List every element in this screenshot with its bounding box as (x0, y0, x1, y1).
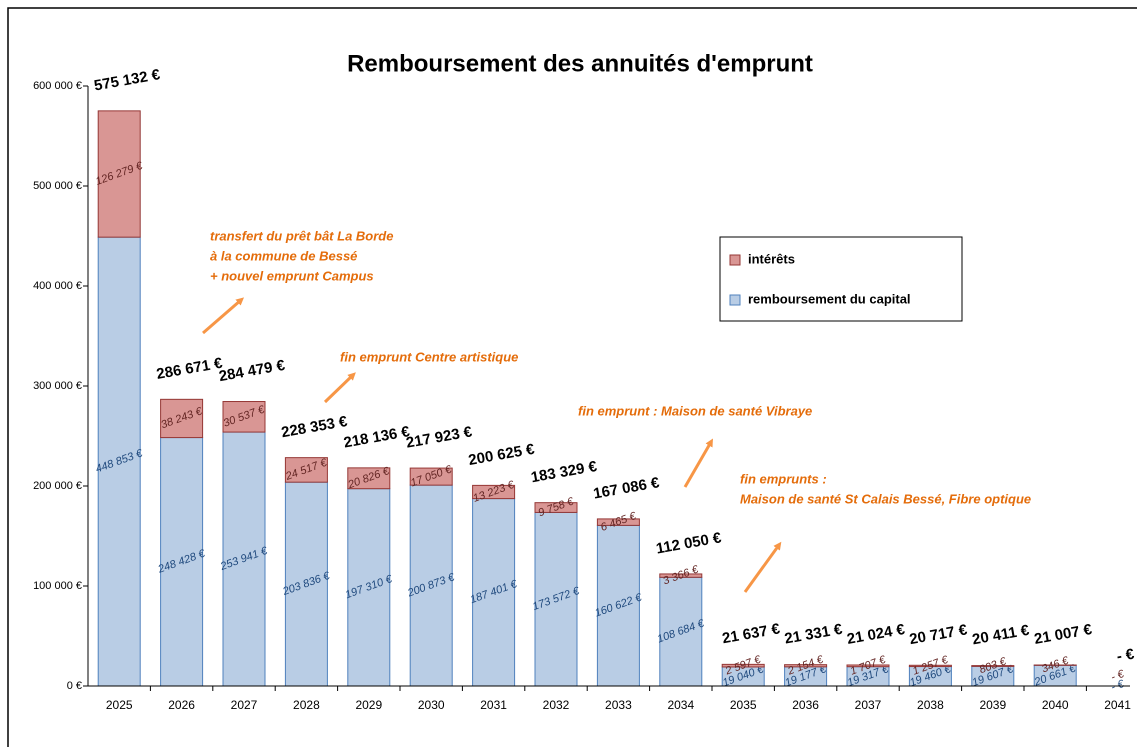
annotation: Maison de santé St Calais Bessé, Fibre o… (740, 491, 1031, 506)
legend-label: remboursement du capital (748, 291, 911, 306)
total-label: - € (1115, 645, 1136, 665)
x-tick-label: 2029 (355, 698, 382, 712)
x-tick-label: 2031 (480, 698, 507, 712)
y-tick-label: 600 000 € (33, 80, 82, 92)
x-tick-label: 2025 (106, 698, 133, 712)
x-tick-label: 2028 (293, 698, 320, 712)
legend-label: intérêts (748, 251, 795, 266)
x-tick-label: 2027 (231, 698, 258, 712)
x-tick-label: 2041 (1104, 698, 1131, 712)
x-tick-label: 2033 (605, 698, 632, 712)
annotation: transfert du prêt bât La Borde (210, 228, 393, 243)
legend-swatch (730, 295, 740, 305)
x-tick-label: 2037 (855, 698, 882, 712)
legend-box (720, 237, 962, 321)
y-tick-label: 100 000 € (33, 580, 82, 592)
x-tick-label: 2036 (792, 698, 819, 712)
x-tick-label: 2026 (168, 698, 195, 712)
x-tick-label: 2032 (543, 698, 570, 712)
chart-title: Remboursement des annuités d'emprunt (347, 50, 813, 77)
y-tick-label: 0 € (67, 680, 82, 692)
y-tick-label: 500 000 € (33, 180, 82, 192)
y-tick-label: 300 000 € (33, 380, 82, 392)
annotation: à la commune de Bessé (210, 248, 357, 263)
x-tick-label: 2040 (1042, 698, 1069, 712)
legend-swatch (730, 255, 740, 265)
x-tick-label: 2038 (917, 698, 944, 712)
y-tick-label: 200 000 € (33, 480, 82, 492)
x-tick-label: 2039 (979, 698, 1006, 712)
annotation: fin emprunt Centre artistique (340, 349, 518, 364)
annotation: fin emprunt : Maison de santé Vibraye (578, 403, 812, 418)
annotation: + nouvel emprunt Campus (210, 268, 374, 283)
x-tick-label: 2035 (730, 698, 757, 712)
annotation: fin emprunts : (740, 471, 827, 486)
y-tick-label: 400 000 € (33, 280, 82, 292)
x-tick-label: 2034 (667, 698, 694, 712)
x-tick-label: 2030 (418, 698, 445, 712)
